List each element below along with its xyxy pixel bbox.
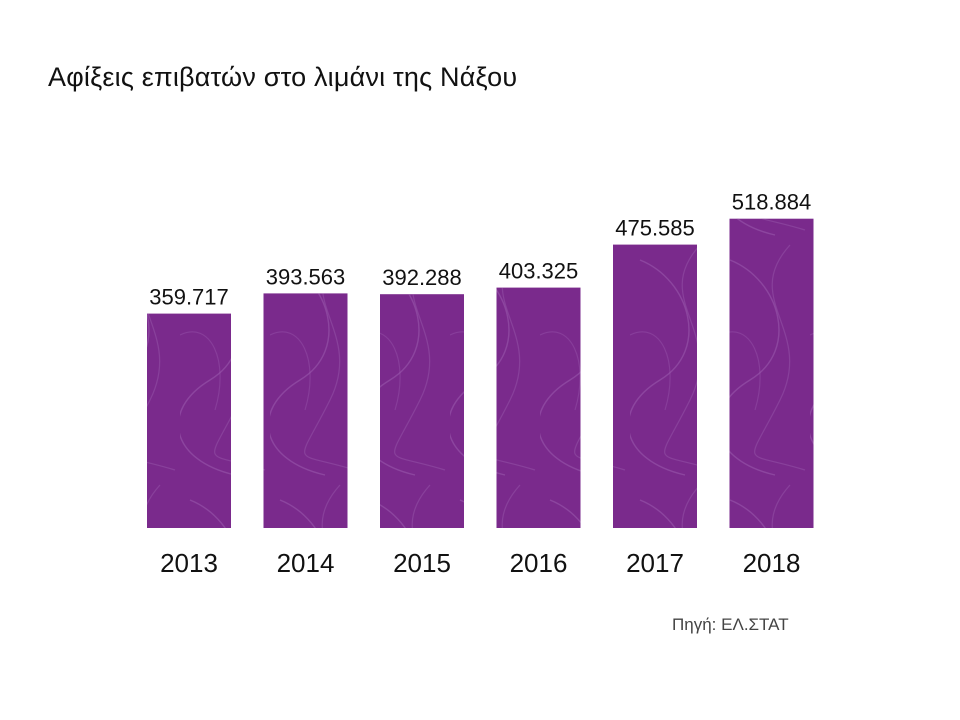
x-tick-labels-group: 2013 2014 2015 2016 2017 2018 [160,548,800,578]
x-tick-label-2018: 2018 [743,548,801,578]
data-label-2015: 392.288 [382,265,462,290]
x-tick-label-2017: 2017 [626,548,684,578]
chart-title: Αφίξεις επιβατών στο λιμάνι της Νάξου [48,62,518,92]
x-tick-label-2013: 2013 [160,548,218,578]
value-labels-group: 359.717 393.563 392.288 403.325 475.585 518.8… [149,190,811,310]
bar-pattern-2014 [263,293,348,528]
x-tick-label-2016: 2016 [510,548,568,578]
data-label-2017: 475.585 [615,216,695,241]
source-note: Πηγή: ΕΛ.ΣΤΑΤ [672,615,789,634]
bar-pattern-2016 [496,287,581,528]
bar-pattern-2015 [380,294,464,528]
x-tick-label-2014: 2014 [277,548,335,578]
data-label-2014: 393.563 [266,264,346,289]
data-label-2016: 403.325 [499,259,579,284]
bar-pattern-2018 [729,218,814,528]
bar-pattern-2013 [147,313,231,528]
data-label-2018: 518.884 [732,190,812,215]
x-tick-label-2015: 2015 [393,548,451,578]
bars-group [147,218,814,528]
data-label-2013: 359.717 [149,285,229,310]
bar-pattern-2017 [613,244,697,528]
